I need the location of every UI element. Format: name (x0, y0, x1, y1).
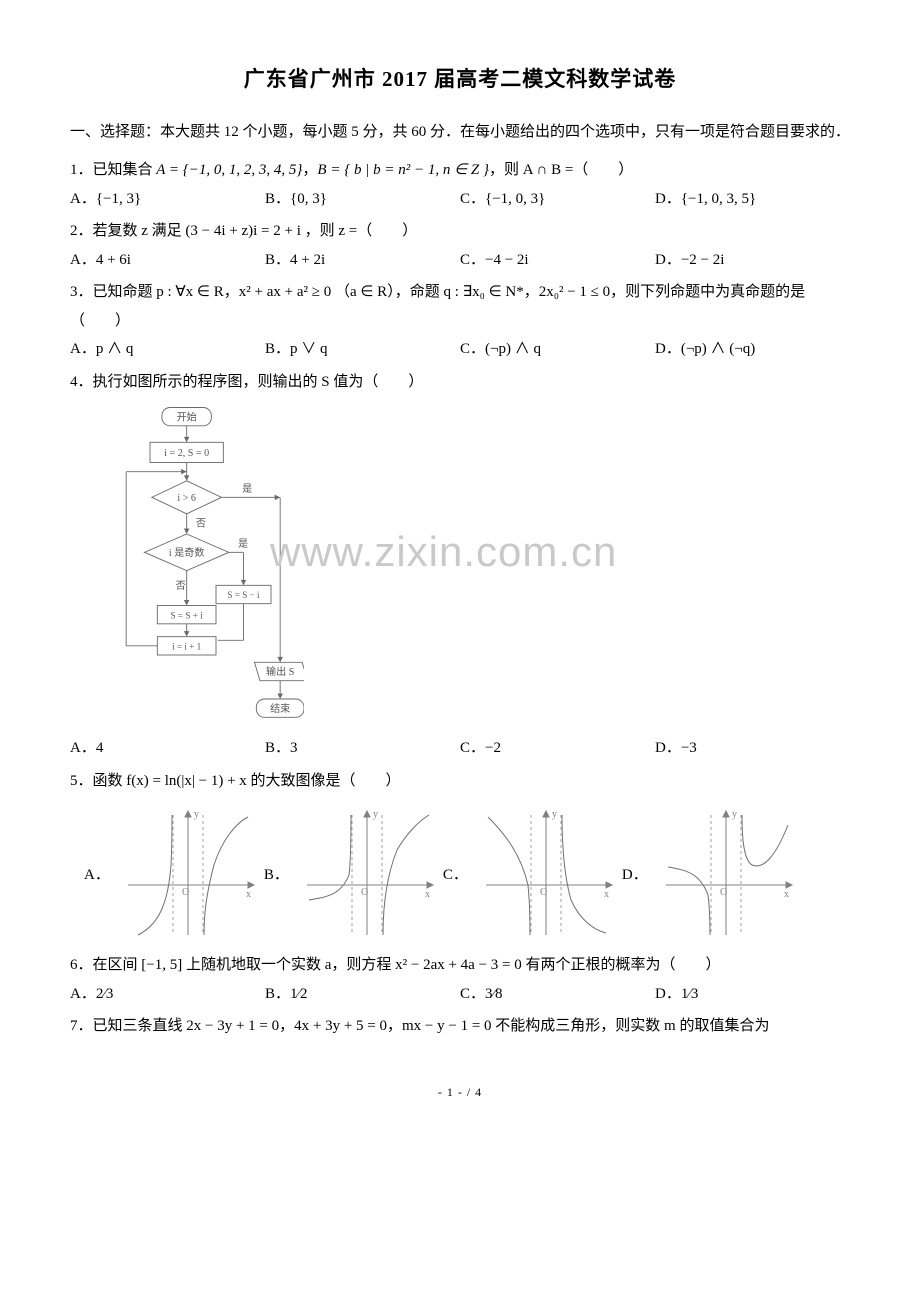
question-3: 3．已知命题 p : ∀x ∈ R，x² + ax + a² ≥ 0 （a ∈ … (70, 278, 850, 335)
q3-choice-d: D．(¬p) ∧ (¬q) (655, 335, 850, 364)
svg-text:x: x (425, 889, 430, 900)
q5-label-b: B． (264, 861, 289, 890)
q4-choice-c: C．−2 (460, 734, 655, 763)
question-1: 1．已知集合 A = {−1, 0, 1, 2, 3, 4, 5}，B = { … (70, 156, 850, 185)
page-title: 广东省广州市 2017 届高考二模文科数学试卷 (70, 60, 850, 100)
q6-choice-c: C．3⁄8 (460, 980, 655, 1009)
question-7: 7．已知三条直线 2x − 3y + 1 = 0，4x + 3y + 5 = 0… (70, 1012, 850, 1041)
svg-text:y: y (732, 809, 737, 820)
q3-choice-a: A．p ∧ q (70, 335, 265, 364)
svg-text:O: O (720, 887, 727, 898)
watermark-text: www.zixin.com.cn (270, 512, 617, 592)
q5-label-d: D． (622, 861, 648, 890)
svg-text:O: O (182, 887, 189, 898)
svg-text:y: y (552, 809, 557, 820)
svg-text:x: x (784, 889, 789, 900)
question-5: 5．函数 f(x) = ln(|x| − 1) + x 的大致图像是（ ） (70, 767, 850, 796)
q6-choices: A．2⁄3 B．1⁄2 C．3⁄8 D．1⁄3 (70, 980, 850, 1009)
flow-cond2-yes: 是 (238, 538, 248, 550)
q5-graph-a: O x y (118, 805, 258, 945)
q1-stem: 1．已知集合 A = {−1, 0, 1, 2, 3, 4, 5}，B = { … (70, 162, 633, 178)
flow-addi: S = S + i (171, 611, 204, 621)
question-6: 6．在区间 [−1, 5] 上随机地取一个实数 a，则方程 x² − 2ax +… (70, 951, 850, 980)
q1-choice-b: B．{0, 3} (265, 185, 460, 214)
q5-graph-b: O x y (297, 805, 437, 945)
page-footer: - 1 - / 4 (70, 1081, 850, 1104)
svg-text:O: O (540, 887, 547, 898)
flow-cond1-no: 否 (196, 518, 206, 530)
q6-choice-b: B．1⁄2 (265, 980, 460, 1009)
q2-choices: A．4 + 6i B．4 + 2i C．−4 − 2i D．−2 − 2i (70, 246, 850, 275)
q3-choice-b: B．p ∨ q (265, 335, 460, 364)
flow-cond2: i 是奇数 (169, 546, 205, 559)
q2-choice-c: C．−4 − 2i (460, 246, 655, 275)
q4-choice-a: A．4 (70, 734, 265, 763)
flow-init: i = 2, S = 0 (164, 448, 209, 459)
svg-text:x: x (604, 889, 609, 900)
flowchart-diagram: 开始 i = 2, S = 0 i > 6 是 否 i 是奇数 (84, 402, 284, 732)
flow-subi: S = S − i (227, 591, 260, 601)
svg-text:y: y (194, 809, 199, 820)
q2-choice-d: D．−2 − 2i (655, 246, 850, 275)
q1-choice-c: C．{−1, 0, 3} (460, 185, 655, 214)
section-intro: 一、选择题：本大题共 12 个小题，每小题 5 分，共 60 分．在每小题给出的… (70, 118, 850, 147)
flow-cond2-no: 否 (176, 580, 186, 592)
q4-choice-b: B．3 (265, 734, 460, 763)
q4-choices: A．4 B．3 C．−2 D．−3 (70, 734, 850, 763)
q5-label-c: C． (443, 861, 468, 890)
q6-choice-a: A．2⁄3 (70, 980, 265, 1009)
svg-text:y: y (373, 809, 378, 820)
q6-choice-d: D．1⁄3 (655, 980, 850, 1009)
q5-graphs: A． O x y B． O x y (84, 805, 850, 945)
flow-cond1: i > 6 (177, 493, 196, 504)
flow-start: 开始 (177, 411, 197, 424)
svg-text:x: x (246, 889, 251, 900)
q1-choice-d: D．{−1, 0, 3, 5} (655, 185, 850, 214)
svg-text:O: O (361, 887, 368, 898)
q5-graph-c: O x y (476, 805, 616, 945)
q4-choice-d: D．−3 (655, 734, 850, 763)
flow-end: 结束 (270, 702, 290, 715)
q5-label-a: A． (84, 861, 110, 890)
q2-choice-b: B．4 + 2i (265, 246, 460, 275)
flow-inc: i = i + 1 (172, 642, 202, 652)
q1-choices: A．{−1, 3} B．{0, 3} C．{−1, 0, 3} D．{−1, 0… (70, 185, 850, 214)
q5-graph-d: O x y (656, 805, 796, 945)
flow-out: 输出 S (266, 666, 294, 679)
q3-choices: A．p ∧ q B．p ∨ q C．(¬p) ∧ q D．(¬p) ∧ (¬q) (70, 335, 850, 364)
q2-choice-a: A．4 + 6i (70, 246, 265, 275)
q3-choice-c: C．(¬p) ∧ q (460, 335, 655, 364)
question-4: 4．执行如图所示的程序图，则输出的 S 值为（ ） (70, 368, 850, 397)
question-2: 2．若复数 z 满足 (3 − 4i + z)i = 2 + i ，则 z =（… (70, 217, 850, 246)
q1-choice-a: A．{−1, 3} (70, 185, 265, 214)
flow-cond1-yes: 是 (242, 483, 252, 495)
